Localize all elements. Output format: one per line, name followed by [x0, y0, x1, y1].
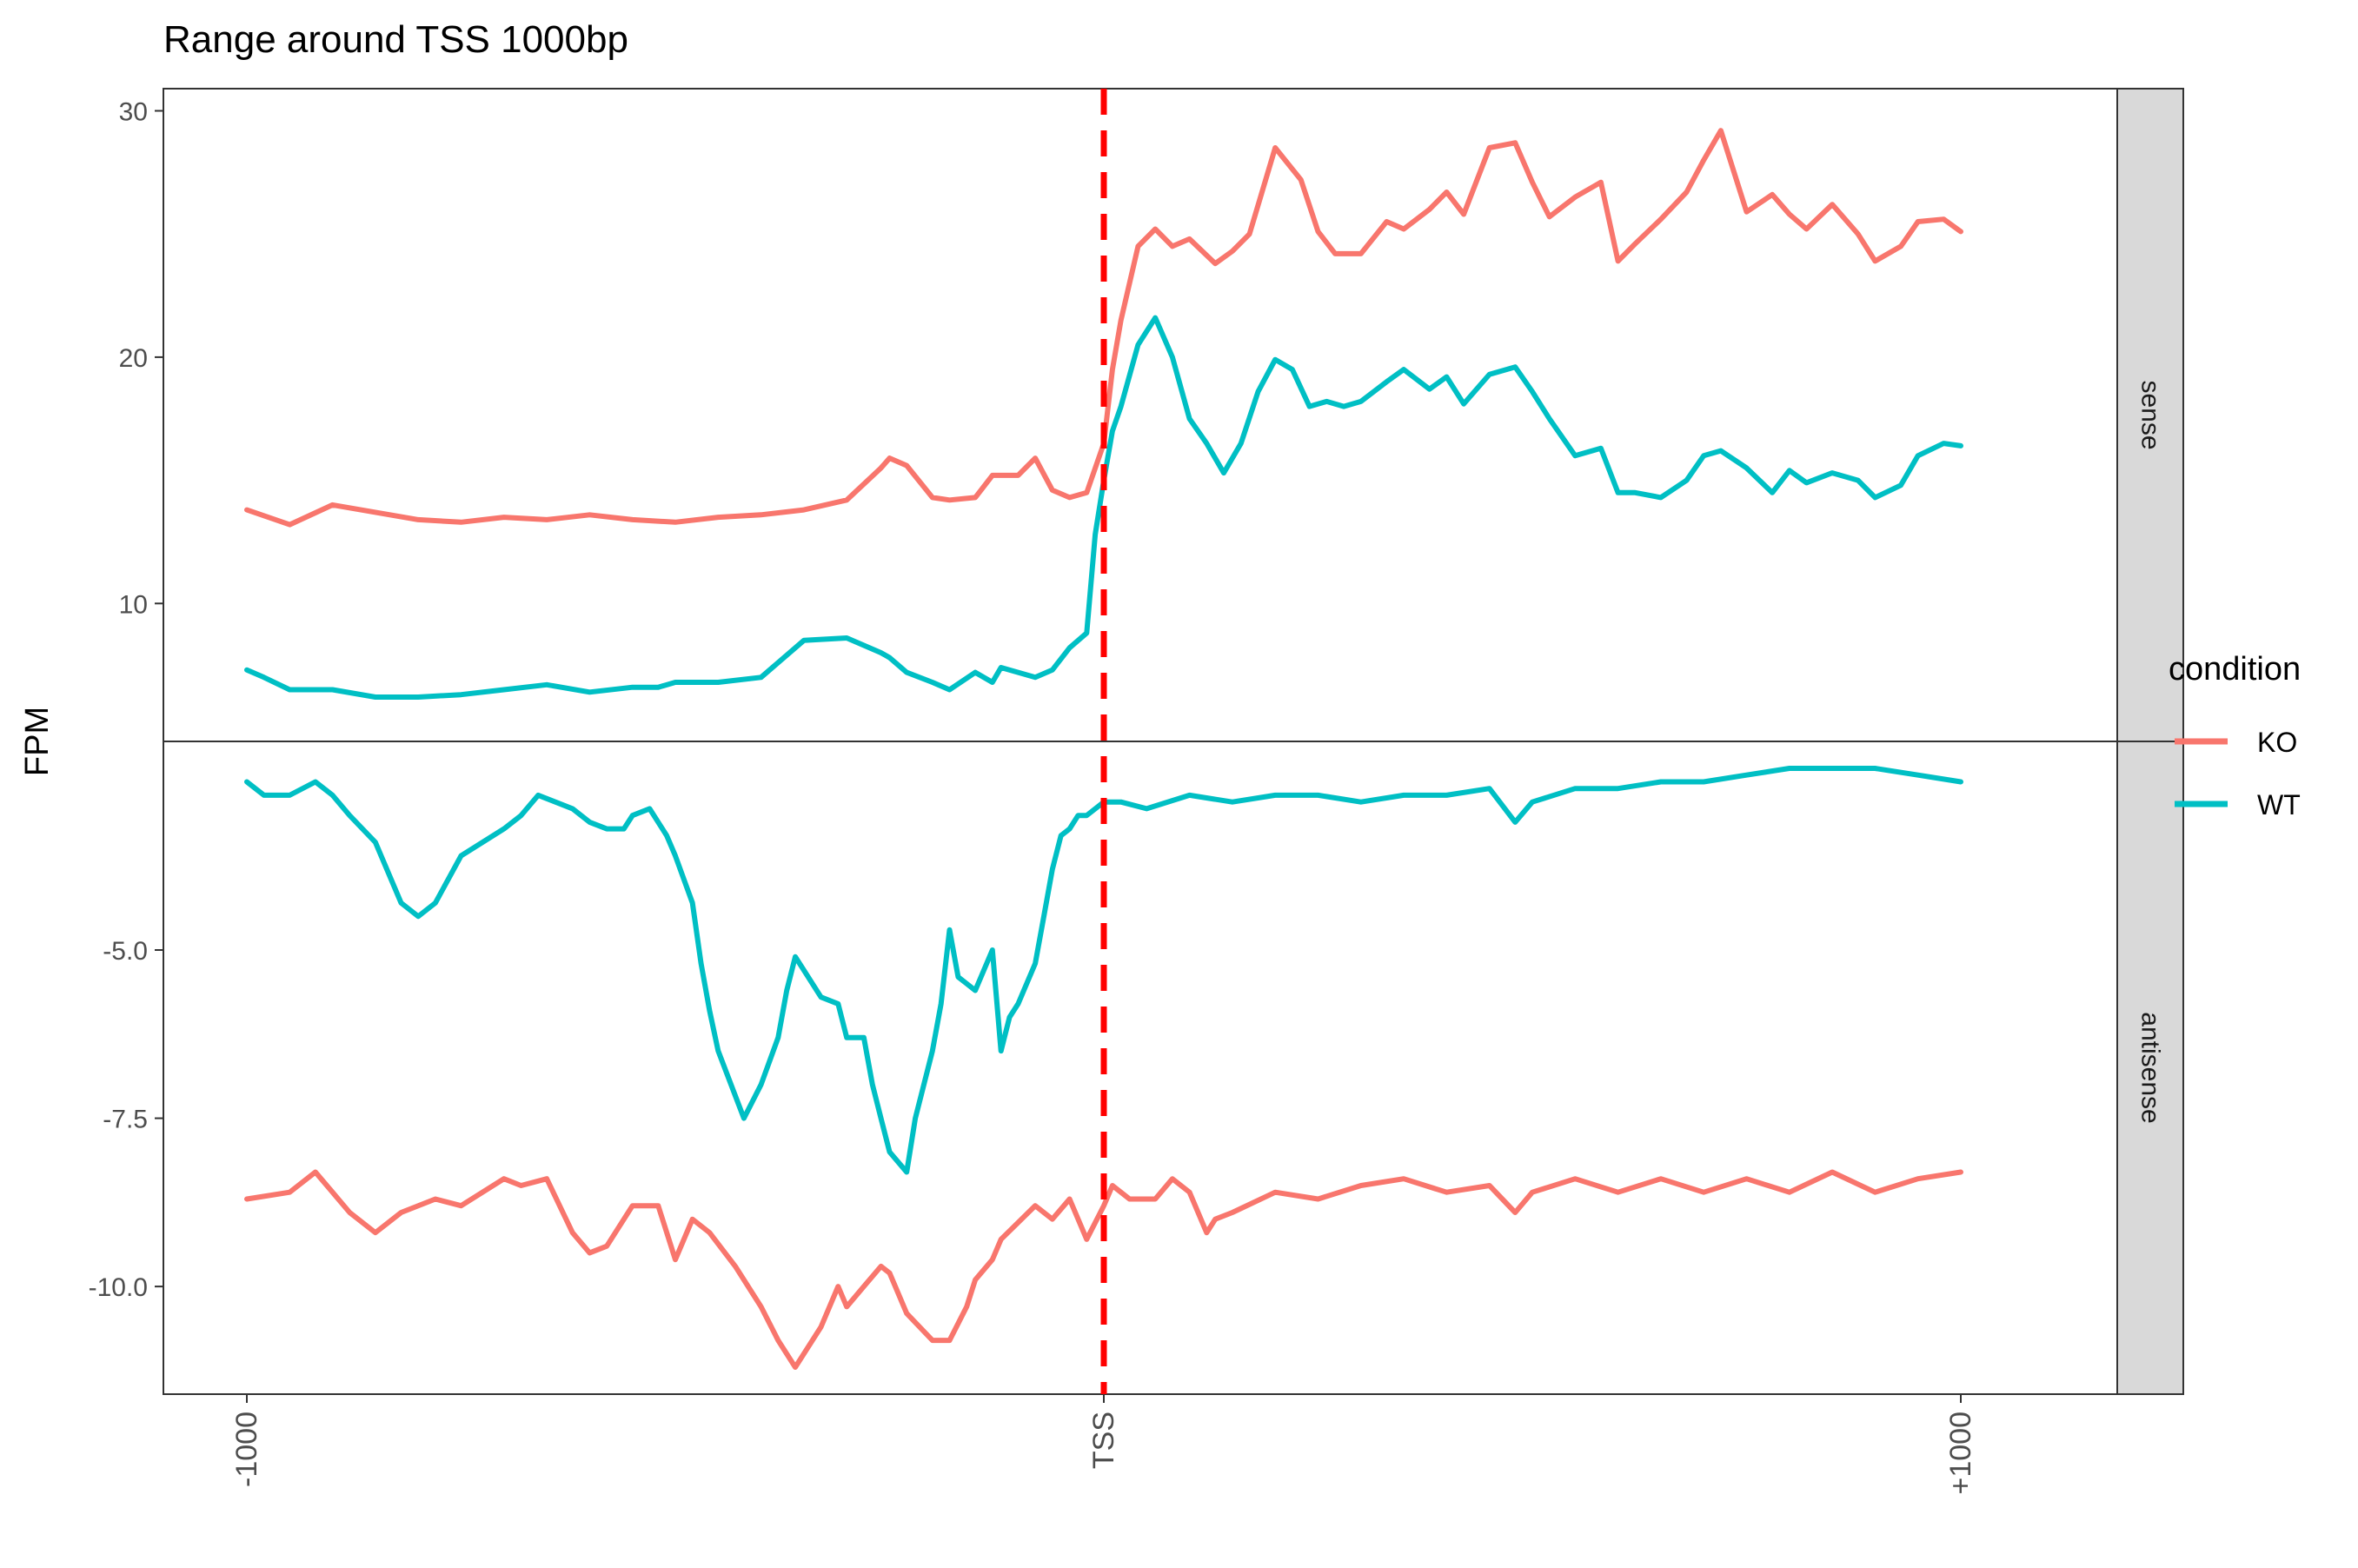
legend: condition KO WT	[2169, 651, 2301, 821]
chart-panels: sense 10 20 30 antisense -5.0 -7.5 -10.0	[89, 88, 2184, 1395]
legend-title: condition	[2169, 651, 2301, 688]
x-tick-label: TSS	[1087, 1412, 1120, 1469]
panel-sense: sense 10 20 30	[119, 88, 2184, 742]
panel-antisense: antisense -5.0 -7.5 -10.0	[89, 741, 2184, 1395]
x-tick-label: -1000	[230, 1412, 263, 1487]
y-tick-label: 20	[119, 344, 148, 373]
y-axis-label: FPM	[19, 707, 56, 776]
y-tick-label: -5.0	[103, 937, 148, 966]
panel-background	[163, 89, 2117, 741]
series-line-ko-antisense	[244, 1169, 1963, 1370]
series-line-ko-sense	[244, 128, 1963, 528]
y-tick-label: -10.0	[89, 1273, 148, 1302]
strip-antisense	[2116, 741, 2184, 1395]
panel-background	[163, 741, 2117, 1394]
y-tick-label: 30	[119, 98, 148, 127]
y-tick-label: 10	[119, 590, 148, 619]
legend-label-wt: WT	[2257, 789, 2301, 821]
series-line-wt-sense	[244, 315, 1963, 700]
x-tick-label: +1000	[1944, 1412, 1977, 1495]
series-line-wt-antisense	[244, 766, 1963, 1175]
x-axis: -1000 TSS +1000	[230, 1394, 1977, 1495]
strip-sense	[2116, 88, 2184, 742]
y-tick-label: -7.5	[103, 1106, 148, 1134]
panel-border	[163, 741, 2118, 1395]
legend-label-ko: KO	[2257, 727, 2297, 758]
strip-label-antisense: antisense	[2136, 1012, 2165, 1123]
strip-label-sense: sense	[2136, 380, 2165, 449]
chart-title: Range around TSS 1000bp	[163, 18, 628, 61]
